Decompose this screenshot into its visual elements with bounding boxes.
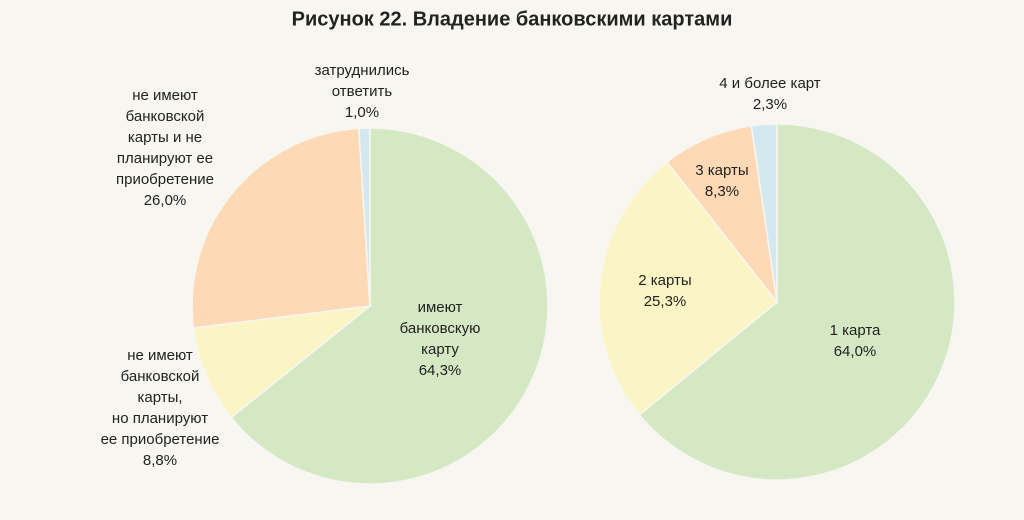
slice-label: 3 карты: [695, 162, 748, 179]
value-label: 1,0%: [345, 104, 379, 121]
value-label: 25,3%: [644, 293, 687, 310]
value-label: 64,0%: [834, 343, 877, 360]
value-label: 8,8%: [143, 452, 177, 469]
pie-slice: [665, 125, 779, 305]
slice-label: 1 карта: [830, 322, 881, 339]
slice-label: 2 карты: [638, 272, 691, 289]
slice-label: затруднились ответить: [315, 62, 410, 100]
pie-slice: [638, 123, 956, 481]
pie-slice: [191, 127, 371, 329]
value-label: 8,3%: [705, 183, 739, 200]
slice-label: имеют банковскую карту: [400, 299, 481, 358]
pie-slice: [598, 161, 779, 416]
value-label: 2,3%: [753, 96, 787, 113]
chart-title: Рисунок 22. Владение банковскими картами: [292, 8, 733, 30]
pie-slice: [192, 304, 373, 419]
value-label: 64,3%: [419, 362, 462, 379]
pie-slice: [230, 127, 549, 485]
slice-label: 4 и более карт: [719, 75, 821, 92]
slice-label: не имеют банковской карты и не планируют ее…: [116, 87, 214, 188]
value-label: 26,0%: [144, 192, 187, 209]
pie-slice: [750, 123, 778, 303]
pie-slice: [358, 127, 371, 307]
slice-label: не имеют банковской карты, но планируют ее п…: [101, 347, 220, 448]
